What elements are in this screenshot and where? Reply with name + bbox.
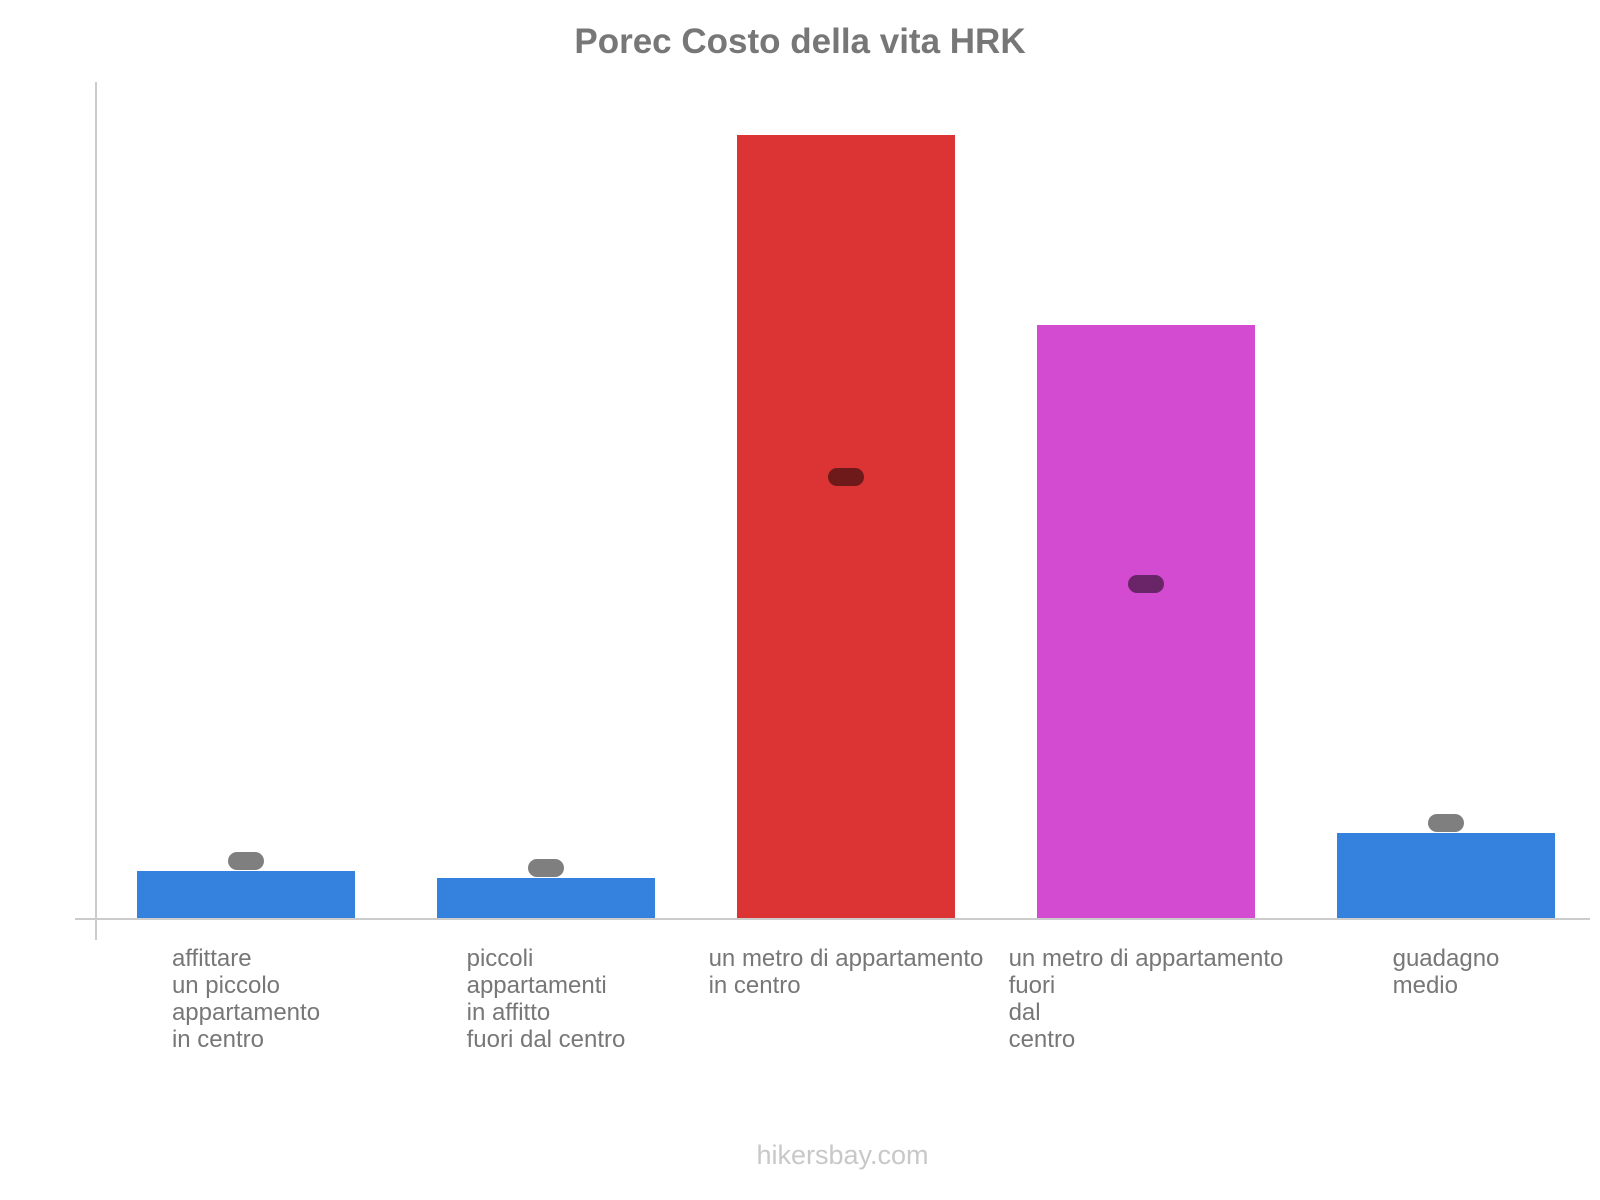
- x-axis-label-text: guadagno medio: [1392, 945, 1500, 999]
- bar-value-badge: [528, 858, 564, 877]
- bar[interactable]: [137, 870, 355, 918]
- x-axis-label-text: un metro di appartamento fuori dal centr…: [1008, 945, 1284, 1053]
- bar-value-badge: [228, 851, 264, 870]
- x-axis-label: un metro di appartamento in centro: [696, 945, 996, 999]
- bar[interactable]: [1337, 832, 1555, 918]
- x-axis-label-text: affittare un piccolo appartamento in cen…: [171, 945, 321, 1053]
- x-axis-label-text: un metro di appartamento in centro: [708, 945, 984, 999]
- watermark: hikersbay.com: [756, 1140, 929, 1170]
- y-axis-line: [95, 82, 97, 940]
- chart-title: Porec Costo della vita HRK: [574, 22, 1026, 61]
- bar[interactable]: [1037, 325, 1255, 918]
- x-axis-label: guadagno medio: [1296, 945, 1596, 999]
- bar[interactable]: [737, 135, 955, 918]
- x-axis-label: piccoli appartamenti in affitto fuori da…: [396, 945, 696, 1053]
- bar-value-badge: [828, 468, 864, 487]
- bar-value-badge: [1428, 813, 1464, 832]
- x-axis-label-text: piccoli appartamenti in affitto fuori da…: [466, 945, 626, 1053]
- x-axis-line: [75, 918, 1590, 920]
- x-axis-label: un metro di appartamento fuori dal centr…: [996, 945, 1296, 1053]
- bar-value-badge: [1128, 575, 1164, 594]
- bar[interactable]: [437, 877, 655, 918]
- x-axis-label: affittare un piccolo appartamento in cen…: [96, 945, 396, 1053]
